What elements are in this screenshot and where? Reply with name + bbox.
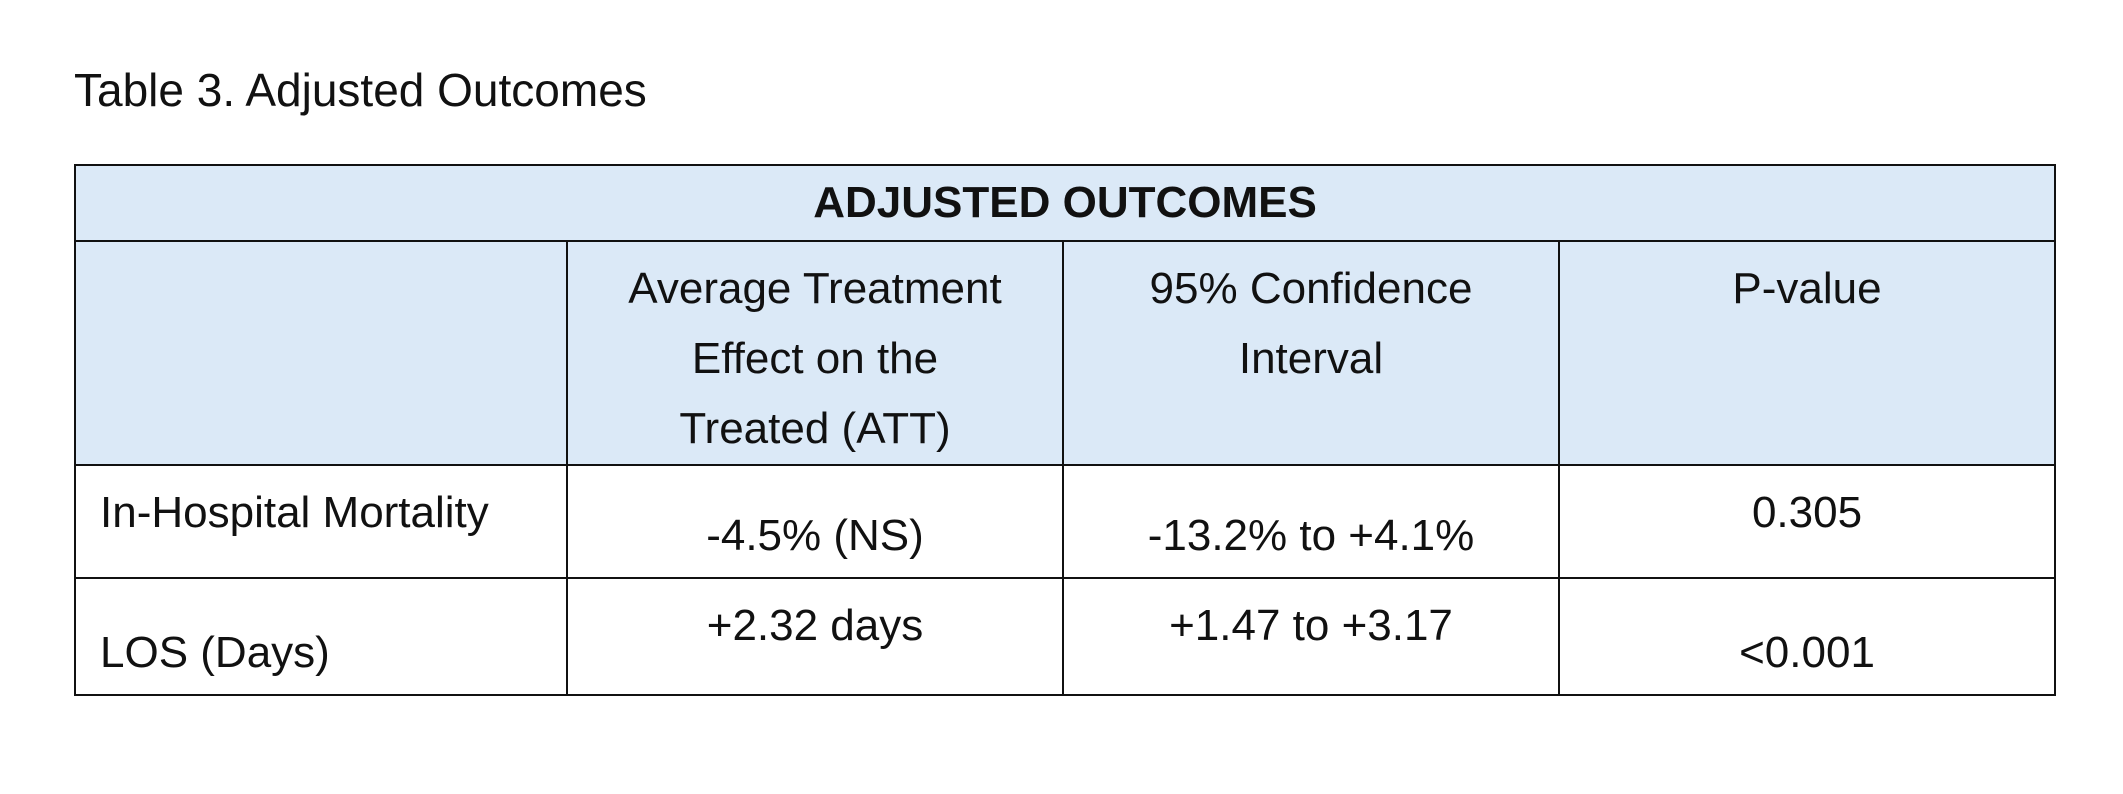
cell-p-mortality: 0.305 bbox=[1557, 464, 2057, 579]
table-header-row: Average Treatment Effect on the Treated … bbox=[74, 240, 2057, 466]
cell-ci-mortality: -13.2% to +4.1% bbox=[1062, 464, 1560, 579]
row-label-los: LOS (Days) bbox=[74, 577, 568, 696]
adjusted-outcomes-table: ADJUSTED OUTCOMES Average Treatment Effe… bbox=[73, 164, 2057, 696]
table-row: LOS (Days) +2.32 days +1.47 to +3.17 <0.… bbox=[74, 577, 2057, 696]
row-label-mortality: In-Hospital Mortality bbox=[74, 464, 568, 579]
table-row: In-Hospital Mortality -4.5% (NS) -13.2% … bbox=[74, 464, 2057, 579]
table-title: ADJUSTED OUTCOMES bbox=[73, 164, 2057, 242]
table-title-row: ADJUSTED OUTCOMES bbox=[73, 164, 2057, 242]
header-empty bbox=[74, 240, 568, 466]
header-att-label: Average Treatment Effect on the Treated … bbox=[628, 264, 1002, 453]
cell-p-los: <0.001 bbox=[1557, 577, 2057, 696]
cell-att-los: +2.32 days bbox=[566, 577, 1064, 696]
header-p-value: P-value bbox=[1557, 240, 2057, 466]
header-att: Average Treatment Effect on the Treated … bbox=[566, 240, 1064, 466]
table-caption: Table 3. Adjusted Outcomes bbox=[74, 64, 647, 116]
header-ci: 95% Confidence Interval bbox=[1062, 240, 1560, 466]
cell-att-mortality: -4.5% (NS) bbox=[566, 464, 1064, 579]
header-ci-label: 95% Confidence Interval bbox=[1149, 264, 1473, 383]
cell-ci-los: +1.47 to +3.17 bbox=[1062, 577, 1560, 696]
